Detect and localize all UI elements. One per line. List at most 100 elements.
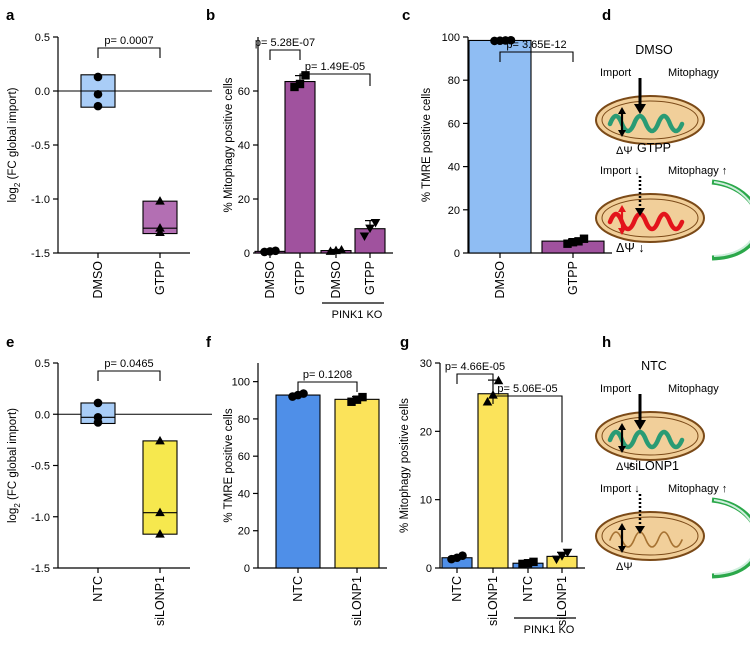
category-label: DMSO: [263, 261, 277, 299]
y-tick-label: 80: [238, 414, 250, 426]
y-tick-label: 40: [238, 140, 250, 152]
data-point: [93, 72, 103, 82]
y-tick-label: 0.0: [35, 409, 50, 421]
category-label: GTPP: [363, 261, 377, 295]
significance-bracket: [269, 49, 301, 60]
y-tick-label: 30: [420, 358, 432, 370]
data-point: [562, 548, 573, 558]
significance-bracket: [499, 51, 574, 62]
category-label: siLONP1: [486, 576, 500, 626]
y-tick-label: 60: [238, 86, 250, 98]
inner-membrane: [601, 516, 699, 556]
mitophagy-label: Mitophagy: [668, 67, 719, 79]
delta-psi-label: ΔΨ: [616, 145, 633, 157]
chart-panel-a: -1.5 -1.0 -0.5 0.0 0.5 log2 (FC global import…: [7, 32, 212, 299]
category-label: NTC: [91, 576, 105, 602]
diagram-title: siLONP1: [629, 459, 679, 473]
y-tick-label: -1.0: [31, 194, 50, 206]
data-point: [579, 234, 589, 243]
mitophagy-label: Mitophagy: [668, 383, 719, 395]
data-point: [93, 418, 103, 427]
arrowhead-down-icon: [618, 446, 626, 453]
y-tick-label: 0.5: [35, 358, 50, 370]
delta-psi-label: ΔΨ: [616, 561, 633, 573]
data-point: [299, 389, 308, 398]
arrowhead-up-icon: [618, 107, 626, 114]
data-point: [574, 237, 583, 246]
p-value-label: p= 0.1208: [303, 369, 352, 381]
data-point: [568, 238, 578, 247]
data-point: [506, 35, 516, 45]
category-label: GTPP: [153, 261, 167, 295]
p-value-label: p= 3.65E-12: [506, 39, 566, 51]
y-axis-label: % TMRE positive cells: [421, 88, 433, 202]
group-label: PINK1 KO: [332, 309, 383, 321]
arrowhead-up-icon: [618, 205, 626, 212]
data-point: [551, 555, 562, 565]
data-point: [518, 559, 527, 569]
chart-panel-f: 0 20 40 60 80 100 % TMRE positive cells NTC siLO…: [223, 363, 387, 626]
data-point: [155, 196, 165, 205]
y-tick-label: 40: [238, 488, 250, 500]
chart-panel-c: 0 20 40 60 80 100 % TMRE positive cells DMSO GTP…: [421, 32, 612, 299]
diagram-d-0: DMSO Import Mitophagy ΔΨ: [595, 43, 719, 157]
arrowhead-down-icon: [618, 228, 626, 235]
diagram-h-1: siLONP1 Import ↓ Mitophagy ↑ ΔΨ: [595, 459, 750, 579]
import-arrowhead-icon: [634, 104, 646, 114]
bar: [477, 393, 509, 569]
panel-letter-b: b: [206, 7, 215, 24]
inner-membrane: [601, 416, 699, 456]
data-point: [93, 89, 103, 99]
y-tick-label: 60: [448, 118, 460, 130]
p-value-label: p= 0.0465: [104, 358, 153, 370]
bar: [334, 398, 380, 569]
y-tick-label: -0.5: [31, 461, 50, 473]
y-tick-label: 20: [238, 194, 250, 206]
significance-bracket: [97, 47, 161, 58]
chart-panel-g: 0 10 20 30 % Mitophagy positive cells NTC siLO…: [399, 358, 585, 636]
y-tick-label: 100: [232, 377, 250, 389]
inner-membrane: [601, 100, 699, 140]
y-tick-label: 0: [426, 563, 432, 575]
y-tick-label: 60: [238, 451, 250, 463]
diagram-h-0: NTC Import Mitophagy ΔΨ: [595, 359, 719, 473]
diagram-title: DMSO: [635, 43, 673, 57]
significance-bracket: [456, 373, 494, 384]
p-value-label: p= 4.66E-05: [445, 361, 505, 373]
data-point: [347, 397, 356, 406]
data-point: [557, 552, 567, 561]
inner-membrane: [601, 198, 699, 238]
mitophagy-label: Mitophagy ↑: [668, 165, 727, 177]
panel-letter-d: d: [602, 7, 611, 24]
import-arrowhead-icon: [635, 526, 645, 534]
data-point: [352, 395, 362, 404]
significance-bracket: [492, 395, 563, 543]
data-point: [301, 71, 310, 80]
data-point: [523, 559, 533, 568]
chart-panel-b: 0 20 40 60% Mitophagy positive cells DMSO GTP…: [223, 37, 393, 321]
panel-letter-f: f: [206, 334, 212, 351]
y-tick-label: 20: [420, 426, 432, 438]
data-point: [93, 101, 103, 111]
diagram-title: NTC: [641, 359, 667, 373]
p-value-label: p= 5.28E-07: [255, 37, 315, 49]
y-axis-label: % Mitophagy positive cells: [399, 398, 411, 533]
import-arrowhead-icon: [635, 208, 645, 216]
y-tick-label: 0.0: [35, 86, 50, 98]
data-point: [155, 507, 165, 517]
category-label: DMSO: [329, 261, 343, 299]
phagophore-inner: [713, 181, 750, 257]
category-label: DMSO: [91, 261, 105, 299]
y-tick-label: -1.0: [31, 512, 50, 524]
y-tick-label: 0: [454, 248, 460, 260]
data-point: [93, 398, 103, 408]
data-point: [529, 557, 538, 567]
import-label: Import: [600, 383, 631, 395]
category-label: DMSO: [493, 261, 507, 299]
panel-letter-h: h: [602, 334, 611, 351]
p-value-label: p= 5.06E-05: [497, 383, 557, 395]
y-tick-label: -1.5: [31, 563, 50, 575]
data-point: [155, 529, 165, 538]
arrowhead-up-icon: [618, 523, 626, 530]
